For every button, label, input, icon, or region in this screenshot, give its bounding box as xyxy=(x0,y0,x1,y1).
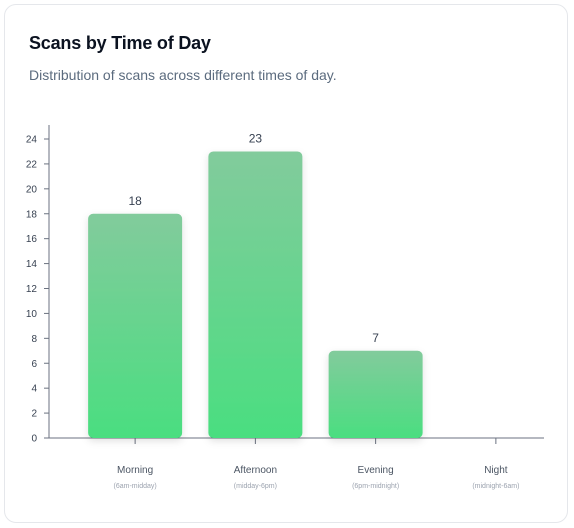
x-tick-sublabel: (midday-6pm) xyxy=(234,483,277,490)
y-tick-label: 10 xyxy=(26,309,38,320)
y-tick-label: 8 xyxy=(31,334,37,345)
bar-morning xyxy=(88,213,183,438)
x-tick-label: Morning xyxy=(117,465,153,476)
x-tick-sublabel: (midnight-6am) xyxy=(472,483,519,490)
data-label-evening: 7 xyxy=(372,331,379,345)
data-label-afternoon: 23 xyxy=(249,131,263,145)
bars xyxy=(88,151,423,439)
y-tick-label: 2 xyxy=(31,409,37,420)
data-label-morning: 18 xyxy=(128,194,142,208)
y-tick-label: 22 xyxy=(26,159,38,170)
x-tick-label: Afternoon xyxy=(234,465,277,476)
y-tick-label: 16 xyxy=(26,234,38,245)
bar-evening xyxy=(328,350,423,438)
y-tick-label: 4 xyxy=(31,384,37,395)
y-tick-label: 14 xyxy=(26,259,38,270)
y-tick-label: 6 xyxy=(31,359,37,370)
x-tick-sublabel: (6pm-midnight) xyxy=(352,483,399,490)
y-tick-label: 18 xyxy=(26,209,38,220)
y-tick-label: 20 xyxy=(26,184,38,195)
x-tick-label: Evening xyxy=(358,465,394,476)
x-tick-sublabel: (6am-midday) xyxy=(114,483,157,490)
y-tick-label: 0 xyxy=(31,434,37,445)
data-labels: 18 23 7 xyxy=(128,131,379,344)
y-tick-label: 24 xyxy=(26,135,38,146)
chart-subtitle: Distribution of scans across different t… xyxy=(29,67,337,83)
y-tick-label: 12 xyxy=(26,284,38,295)
chart-title: Scans by Time of Day xyxy=(29,33,211,53)
bar-afternoon xyxy=(208,151,303,439)
x-axis: Morning (6am-midday) Afternoon (midday-6pm)… xyxy=(49,437,544,490)
x-tick-label: Night xyxy=(484,465,508,476)
